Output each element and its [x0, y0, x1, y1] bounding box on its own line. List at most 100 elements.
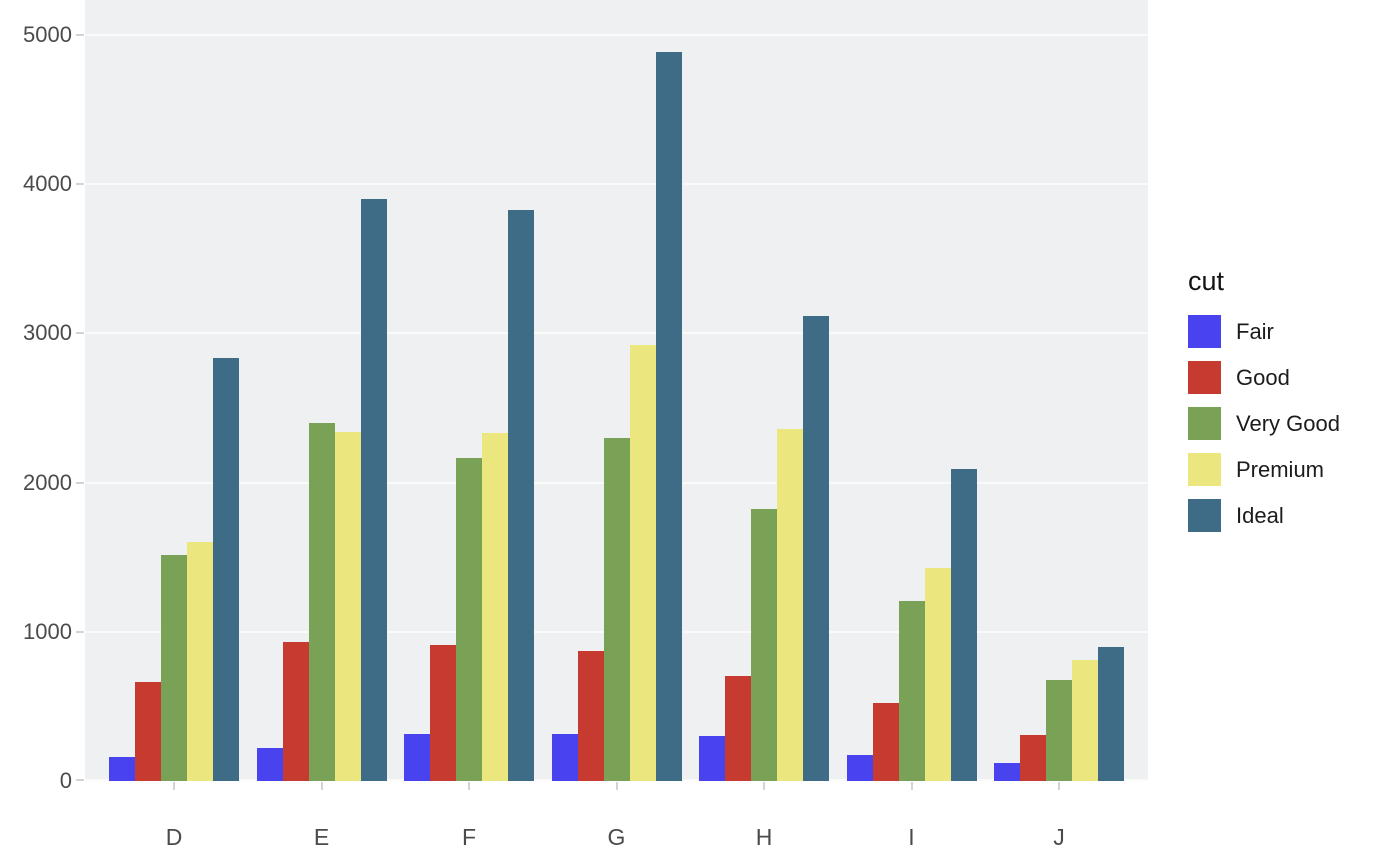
y-axis-tick	[76, 481, 84, 484]
bar-d-good	[135, 682, 161, 781]
bar-i-fair	[846, 755, 873, 781]
legend-entries: Fair Good Very Good Premium Ideal	[1188, 315, 1340, 532]
bar-d-very-good	[161, 555, 187, 781]
bar-h-fair	[699, 736, 725, 781]
bar-h-very-good	[751, 509, 777, 781]
bar-i-very-good	[898, 601, 925, 781]
bar-f-good	[430, 645, 456, 781]
bar-d-premium	[187, 542, 213, 781]
y-axis-labels: 0 1000 2000 3000 4000 5000	[0, 0, 72, 792]
x-axis-tick	[1058, 782, 1060, 790]
bar-g-ideal	[655, 52, 682, 781]
y-axis-tick-label: 1000	[23, 618, 72, 644]
legend-entry-ideal: Ideal	[1188, 499, 1340, 532]
bar-g-very-good	[603, 438, 630, 781]
legend-entry-label: Fair	[1236, 318, 1274, 344]
bar-group-d	[109, 358, 239, 781]
y-axis-tick	[76, 183, 84, 186]
bar-group-f	[404, 210, 534, 781]
y-axis-tick-label: 0	[59, 768, 72, 793]
x-axis-tick	[173, 782, 175, 790]
bar-group-j	[994, 647, 1124, 781]
bar-j-premium	[1072, 660, 1098, 781]
legend-swatch-good	[1188, 361, 1221, 394]
x-tick-slot	[257, 782, 387, 791]
bar-f-fair	[404, 734, 430, 781]
legend-entry-fair: Fair	[1188, 315, 1340, 348]
legend-swatch-fair	[1188, 315, 1221, 348]
x-axis-ticks	[85, 782, 1148, 791]
x-axis-tick-label: F	[461, 824, 477, 850]
y-axis-tick-label: 3000	[23, 320, 72, 346]
legend-entry-good: Good	[1188, 361, 1340, 394]
legend-title: cut	[1188, 266, 1225, 296]
x-tick-slot	[552, 782, 682, 791]
x-tick-slot	[699, 782, 829, 791]
x-tick-slot	[994, 782, 1124, 791]
bar-i-ideal	[950, 469, 977, 781]
x-axis-tick	[320, 782, 323, 790]
bar-g-fair	[551, 734, 578, 781]
y-axis-tick-label: 5000	[23, 22, 72, 47]
legend-entry-very-good: Very Good	[1188, 407, 1340, 440]
legend-swatch-ideal	[1188, 499, 1221, 532]
y-axis-tick	[76, 630, 84, 633]
bar-h-good	[725, 676, 751, 781]
x-axis-tick	[468, 782, 470, 790]
legend-entry-label: Good	[1236, 364, 1290, 390]
gridline	[85, 183, 1148, 186]
plot-panel	[85, 0, 1148, 781]
bar-d-fair	[109, 757, 135, 781]
x-axis-tick-label: I	[908, 824, 915, 850]
legend-entry-premium: Premium	[1188, 453, 1340, 486]
x-axis-tick-label: H	[755, 824, 773, 850]
y-axis-tick	[76, 332, 84, 335]
bar-f-ideal	[508, 210, 534, 781]
bar-g-good	[577, 651, 604, 781]
bar-h-ideal	[803, 316, 829, 781]
x-axis-tick	[615, 782, 618, 790]
x-tick-slot	[404, 782, 534, 791]
legend-entry-label: Ideal	[1236, 502, 1284, 528]
x-axis-tick-label: E	[313, 824, 330, 850]
x-axis-tick-label: G	[607, 824, 626, 850]
bar-j-ideal	[1098, 647, 1124, 781]
bar-j-very-good	[1046, 680, 1072, 781]
bar-f-very-good	[456, 458, 482, 781]
bar-j-good	[1020, 735, 1046, 781]
y-axis-tick	[76, 779, 84, 781]
y-axis-tick	[76, 34, 84, 36]
bar-f-premium	[482, 433, 508, 781]
bars-layer	[85, 0, 1148, 781]
y-axis-tick-label: 4000	[23, 171, 72, 197]
gridline	[85, 332, 1148, 335]
x-axis-labels: D E F G H I J	[85, 824, 1148, 851]
bar-j-fair	[994, 763, 1020, 781]
x-axis-tick	[763, 782, 765, 790]
bar-group-g	[551, 52, 682, 781]
x-tick-slot	[109, 782, 239, 791]
bar-group-h	[699, 316, 829, 781]
legend-swatch-very-good	[1188, 407, 1221, 440]
y-axis-ticks	[76, 0, 84, 781]
bar-g-premium	[629, 345, 656, 781]
bar-e-very-good	[308, 423, 335, 781]
bar-e-premium	[334, 432, 361, 781]
bar-group-e	[256, 199, 387, 781]
legend-entry-label: Very Good	[1236, 410, 1340, 436]
bar-group-i	[846, 469, 977, 781]
bar-d-ideal	[213, 358, 239, 781]
bar-e-good	[282, 642, 309, 781]
x-axis-tick-label: J	[1053, 824, 1065, 850]
x-axis-tick	[910, 782, 913, 790]
x-axis-tick-label: D	[165, 824, 183, 850]
legend-swatch-premium	[1188, 453, 1221, 486]
gridline	[85, 34, 1148, 36]
x-tick-slot	[847, 782, 977, 791]
bar-e-ideal	[360, 199, 387, 781]
bar-h-premium	[777, 429, 803, 781]
legend-entry-label: Premium	[1236, 456, 1325, 482]
bar-e-fair	[256, 748, 283, 781]
bar-i-premium	[924, 568, 951, 781]
